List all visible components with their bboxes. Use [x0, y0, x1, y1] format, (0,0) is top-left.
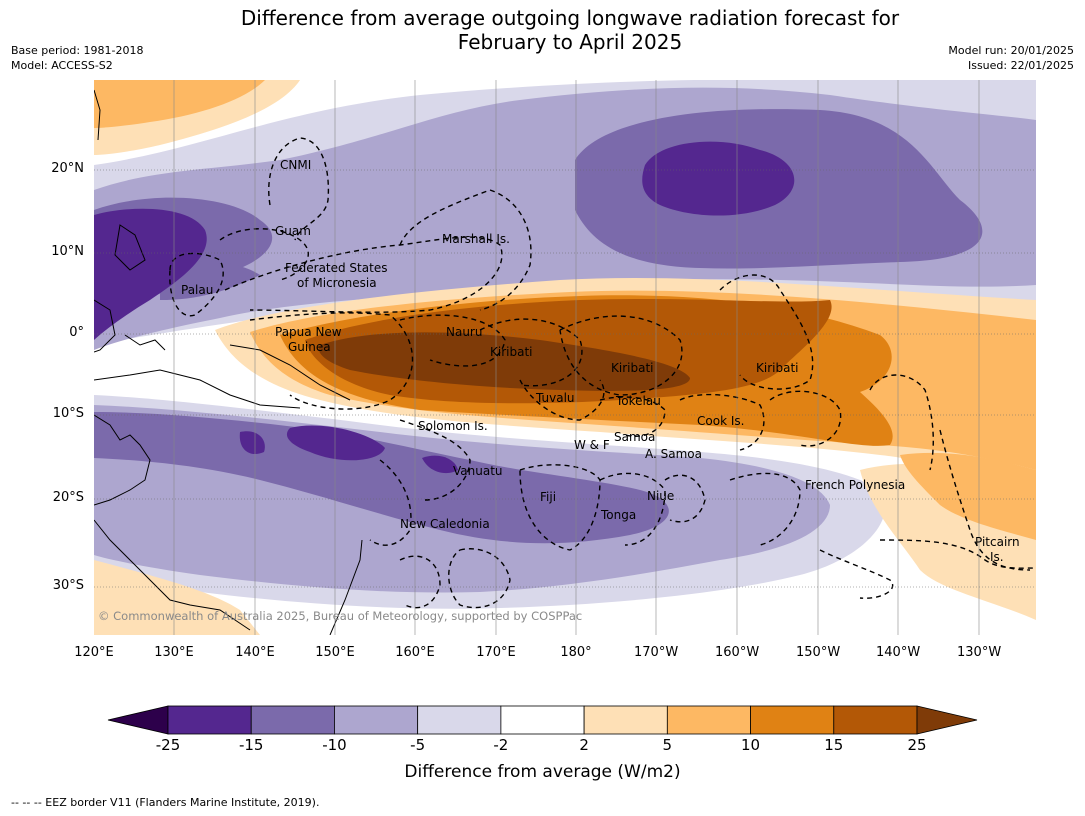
colorbar-over-arrow — [916, 705, 978, 735]
x-tick-label: 140°W — [876, 645, 921, 660]
label-pitcairn-1: Pitcairn — [975, 535, 1020, 549]
colorbar-segment — [666, 705, 751, 735]
colorbar-tick-label: 10 — [741, 736, 761, 754]
label-nauru: Nauru — [446, 325, 483, 339]
label-kiribati-east: Kiribati — [756, 361, 799, 375]
y-tick-label: 20°N — [51, 161, 84, 176]
colorbar-segment — [250, 705, 335, 735]
colorbar-segment — [833, 705, 918, 735]
label-tuvalu: Tuvalu — [536, 391, 575, 405]
issued-date: Issued: 22/01/2025 — [967, 59, 1074, 72]
label-cook-islands: Cook Is. — [697, 414, 745, 428]
model-run: Model run: 20/01/2025 — [948, 44, 1074, 57]
model-name: Model: ACCESS-S2 — [11, 59, 113, 72]
label-french-polynesia: French Polynesia — [805, 478, 906, 492]
copyright-notice: © Commonwealth of Australia 2025, Bureau… — [98, 609, 583, 623]
x-tick-label: 160°W — [715, 645, 760, 660]
coastlines — [94, 89, 363, 635]
label-png-2: Guinea — [288, 340, 331, 354]
x-tick-label: 150°E — [315, 645, 355, 660]
core-south-2 — [239, 431, 265, 454]
label-new-caledonia: New Caledonia — [400, 517, 490, 531]
x-tick-label: 170°W — [634, 645, 679, 660]
colorbar-tick-label: 2 — [579, 736, 589, 754]
label-wallis-futuna: W & F — [574, 438, 610, 452]
se-warm-light — [900, 452, 1036, 540]
colorbar-label: Difference from average (W/m2) — [404, 762, 681, 782]
x-tick-label: 140°E — [235, 645, 275, 660]
x-tick-label: 120°E — [74, 645, 114, 660]
colorbar-segment — [334, 705, 419, 735]
colorbar-tick-label: 15 — [824, 736, 844, 754]
label-marshall: Marshall Is. — [442, 232, 510, 246]
band-eq-core — [318, 332, 690, 391]
title-line-1: Difference from average outgoing longwav… — [240, 6, 900, 30]
colorbar-tick-label: 25 — [907, 736, 927, 754]
x-tick-label: 170°E — [476, 645, 516, 660]
colorbar-tick-label: -10 — [322, 736, 347, 754]
y-tick-label: 20°S — [52, 490, 84, 505]
colorbar-segment — [417, 705, 502, 735]
label-vanuatu: Vanuatu — [453, 464, 503, 478]
x-tick-label: 160°E — [395, 645, 435, 660]
label-fsm-2: of Micronesia — [297, 276, 377, 290]
colorbar-under-arrow — [107, 705, 169, 735]
label-american-samoa: A. Samoa — [645, 447, 702, 461]
label-kiribati-west: Kiribati — [490, 345, 533, 359]
core-philippines — [94, 208, 207, 340]
x-tick-label: 180° — [560, 645, 592, 660]
base-period: Base period: 1981-2018 — [11, 44, 144, 57]
core-south-1 — [286, 425, 385, 461]
colorbar-tick-label: -2 — [493, 736, 509, 754]
anomaly-field — [94, 80, 1036, 635]
eez-borders — [169, 137, 1036, 609]
label-niue: Niue — [647, 489, 675, 503]
x-tick-label: 130°W — [957, 645, 1002, 660]
meta-left: Base period: 1981-2018 Model: ACCESS-S2 — [11, 43, 143, 73]
colorbar-tick-label: -25 — [155, 736, 181, 754]
colorbar-segment — [500, 705, 585, 735]
colorbar-segment — [167, 705, 252, 735]
gridlines — [94, 80, 1036, 635]
title-line-2: February to April 2025 — [457, 30, 683, 54]
label-fsm-1: Federated States — [285, 261, 388, 275]
core-south-3 — [422, 455, 458, 474]
meta-right: Model run: 20/01/2025 Issued: 22/01/2025 — [948, 43, 1074, 73]
core-hawaii — [642, 141, 795, 216]
label-kiribati-central: Kiribati — [611, 361, 654, 375]
label-samoa: Samoa — [614, 430, 656, 444]
band-south-mid — [94, 412, 669, 544]
label-guam: Guam — [275, 224, 311, 238]
y-tick-label: 10°S — [52, 406, 84, 421]
colorbar-tick-label: 5 — [662, 736, 673, 754]
y-tick-label: 10°N — [51, 244, 84, 259]
label-pitcairn-2: Is. — [990, 550, 1004, 564]
eez-footnote: -- -- -- EEZ border V11 (Flanders Marine… — [11, 796, 320, 809]
colorbar-tick-label: -15 — [238, 736, 264, 754]
colorbar-tick-label: -5 — [410, 736, 426, 754]
colorbar-segment — [750, 705, 835, 735]
label-tokelau: Tokelau — [616, 394, 661, 408]
x-tick-label: 130°E — [154, 645, 194, 660]
nw-warm-light — [94, 80, 265, 128]
x-tick-label: 150°W — [796, 645, 841, 660]
y-tick-label: 0° — [69, 325, 84, 340]
sw-warm-pale — [94, 560, 260, 635]
label-cnmi: CNMI — [280, 158, 312, 172]
colorbar — [107, 705, 978, 735]
y-tick-label: 30°S — [52, 578, 84, 593]
colorbar-segment — [583, 705, 668, 735]
label-solomon-islands: Solomon Is. — [418, 419, 488, 433]
label-fiji: Fiji — [540, 490, 557, 504]
chart-title: Difference from average outgoing longwav… — [0, 6, 1085, 54]
label-palau: Palau — [181, 283, 214, 297]
label-tonga: Tonga — [601, 508, 637, 522]
label-png-1: Papua New — [275, 325, 342, 339]
